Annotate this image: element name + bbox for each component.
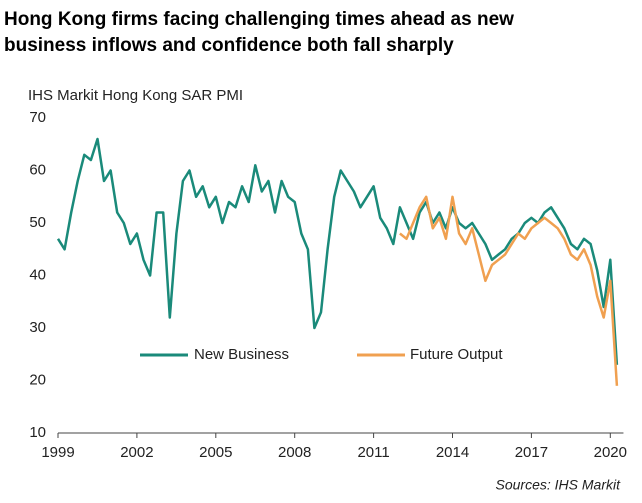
y-tick-label: 30	[29, 319, 46, 336]
y-tick-label: 50	[29, 214, 46, 231]
x-tick-label: 2008	[278, 444, 311, 461]
x-tick-label: 2002	[120, 444, 153, 461]
x-tick-label: 2005	[199, 444, 232, 461]
legend-label: New Business	[194, 346, 289, 363]
chart-title-line1: Hong Kong firms facing challenging times…	[4, 9, 514, 30]
y-tick-label: 10	[29, 424, 46, 441]
y-tick-label: 20	[29, 371, 46, 388]
x-tick-label: 1999	[41, 444, 74, 461]
y-tick-label: 70	[29, 109, 46, 126]
series-line	[399, 195, 619, 386]
y-axis-label: IHS Markit Hong Kong SAR PMI	[28, 87, 243, 104]
x-tick-label: 2020	[594, 444, 627, 461]
chart-title-line2: business inflows and confidence both fal…	[4, 35, 454, 56]
y-tick-label: 60	[29, 161, 46, 178]
legend-label: Future Output	[410, 346, 503, 363]
x-tick-label: 2011	[357, 444, 389, 461]
series-line	[56, 137, 619, 365]
y-tick-label: 40	[29, 266, 46, 283]
x-tick-label: 2017	[515, 444, 548, 461]
source: Sources: IHS Markit	[496, 477, 622, 493]
x-tick-label: 2014	[436, 444, 469, 461]
